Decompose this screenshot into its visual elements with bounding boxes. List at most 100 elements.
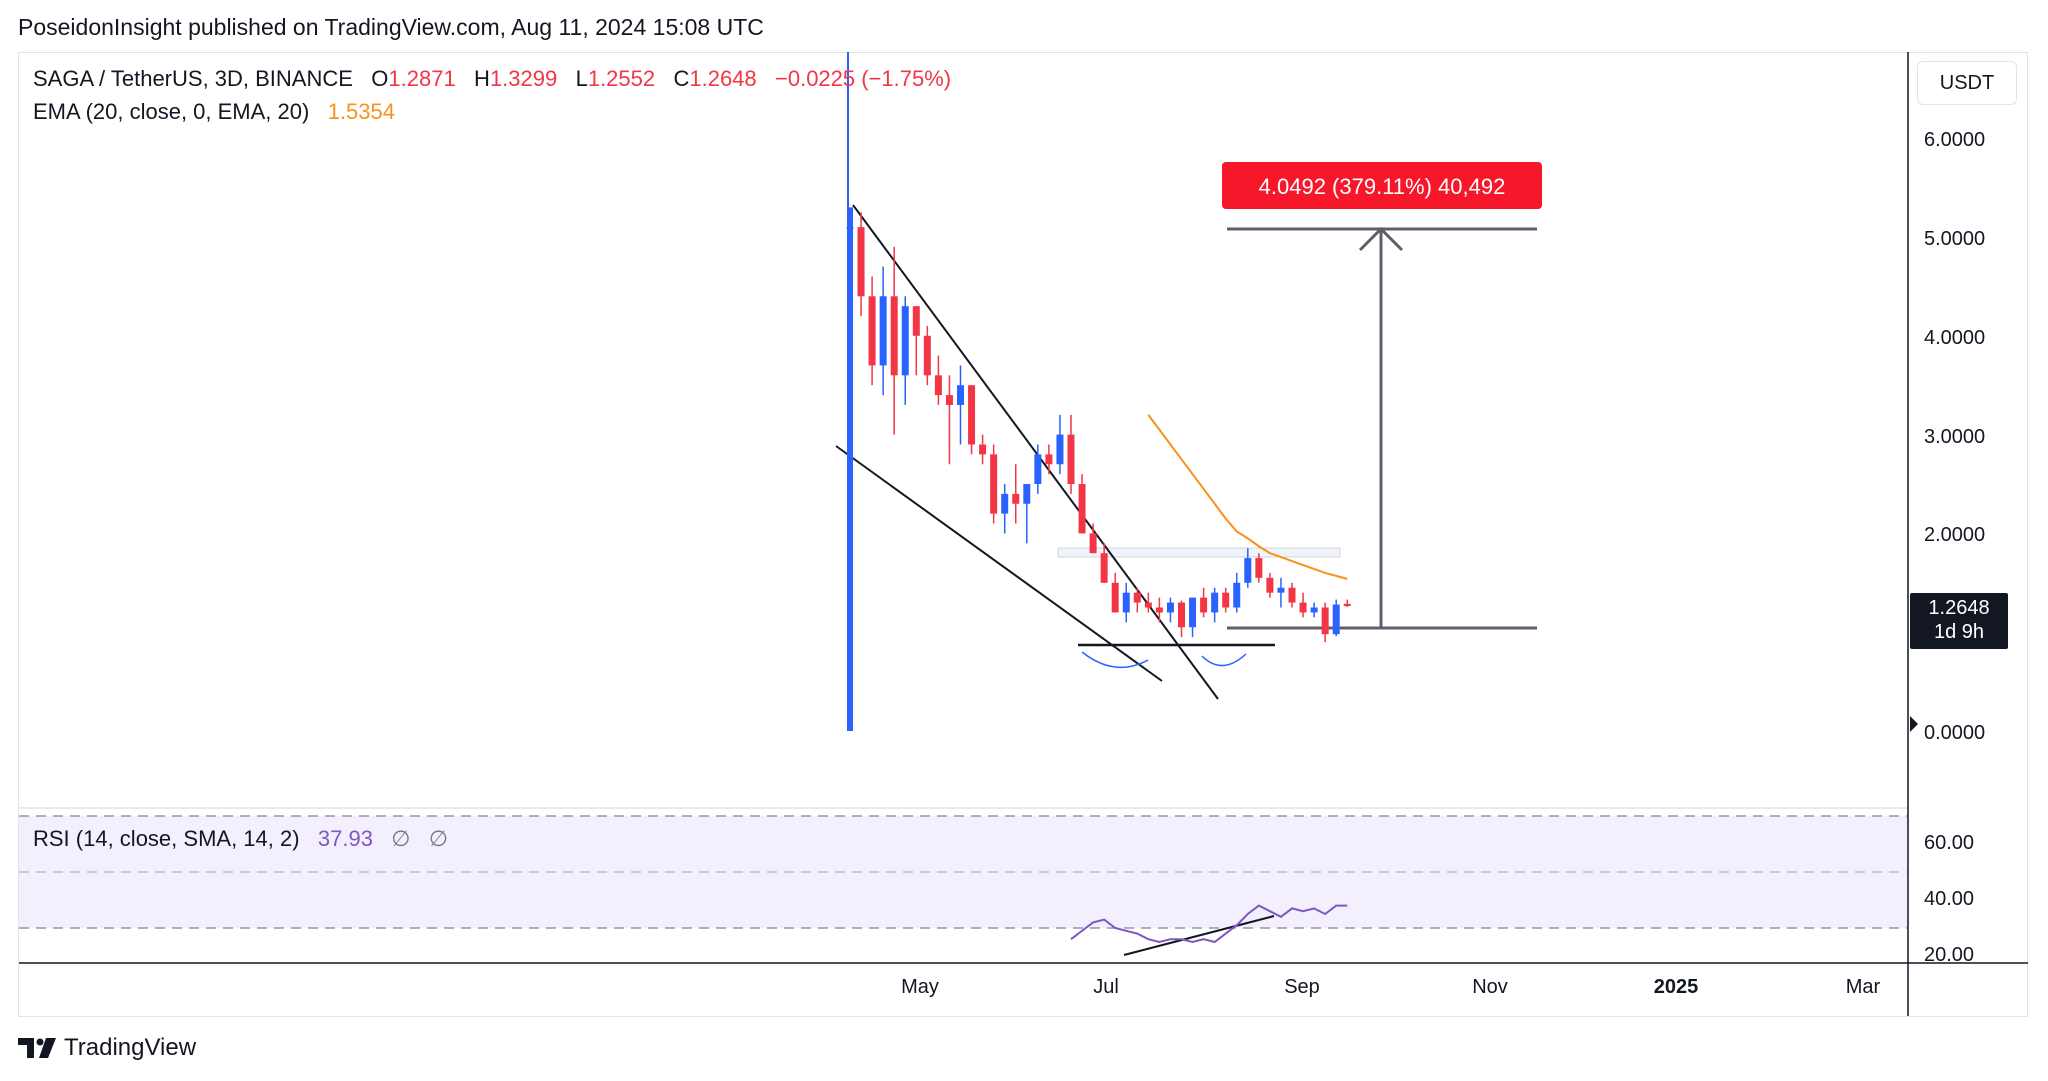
candle-body [1178, 602, 1185, 628]
legend-close-value: 1.2648 [689, 66, 757, 91]
time-axis-label: 2025 [1653, 976, 1699, 998]
candle-body [1310, 607, 1318, 613]
candle-body [1034, 454, 1042, 484]
candle-body [1166, 602, 1174, 613]
candle-body [1133, 592, 1141, 603]
time-axis-label: Sep [1284, 976, 1320, 998]
rsi-legend: RSI (14, close, SMA, 14, 2) 37.93 ∅ ∅ [33, 826, 448, 852]
time-axis-label: May [901, 976, 939, 998]
candle-body [901, 306, 909, 376]
candle-body [1012, 493, 1020, 504]
candle-body [1111, 582, 1119, 613]
candle-body [1122, 592, 1130, 613]
wedge-lower-line [835, 445, 1163, 682]
target-label-box [1222, 162, 1542, 209]
rsi-line [1070, 904, 1348, 944]
candle-body [846, 227, 854, 229]
ema-group [1147, 414, 1348, 580]
legend-change: −0.0225 (−1.75%) [775, 66, 952, 91]
time-axis-label: Jul [1093, 976, 1119, 998]
price-axis-label: 2.0000 [1924, 524, 1986, 546]
legend-high-value: 1.3299 [489, 66, 558, 91]
ema-legend-value: 1.5354 [327, 99, 395, 124]
publish-header: PoseidonInsight published on TradingView… [18, 14, 764, 40]
legend-open-value: 1.2871 [388, 66, 456, 91]
rsi-divergence-line [1123, 915, 1275, 956]
candle-body [979, 444, 987, 455]
footer-brand-label: TradingView [64, 1034, 197, 1061]
price-axis-label: 6.0000 [1924, 129, 1986, 151]
candle-body [968, 385, 976, 445]
price-axis-label: 4.0000 [1924, 327, 1986, 349]
double-bottom-arc-left [1081, 651, 1149, 669]
rsi-axis-label: 40.00 [1924, 888, 1975, 910]
last-price: 1.2648 [1928, 597, 1990, 619]
candle-body [1222, 592, 1230, 608]
candle-body [1144, 602, 1152, 608]
legend-close-label: C [673, 66, 690, 91]
candle-body [1299, 602, 1307, 613]
candle-body [1244, 558, 1252, 583]
time-axis-label: Mar [1845, 976, 1881, 998]
time-axis-label: Nov [1472, 976, 1508, 998]
target-arrow-head [1358, 226, 1404, 252]
candle-body [1056, 434, 1064, 465]
legend-symbol: SAGA / TetherUS, 3D, BINANCE [33, 66, 353, 91]
rsi-legend-label: RSI (14, close, SMA, 14, 2) [33, 826, 300, 851]
price-axis-label: 5.0000 [1924, 228, 1986, 250]
candle-body [1200, 597, 1208, 613]
currency-button[interactable]: USDT [1917, 61, 2017, 105]
legend-low-label: L [575, 66, 588, 91]
candle-body [868, 296, 876, 366]
candle-body [1255, 558, 1263, 578]
candle-body [1089, 533, 1097, 554]
rsi-legend-extra-2: ∅ [428, 826, 448, 851]
candle-body [912, 306, 920, 336]
candle-body [1155, 607, 1163, 613]
candle-body [1023, 484, 1031, 504]
candle-body [879, 296, 887, 366]
footer-brand[interactable]: TradingView [18, 1034, 196, 1062]
tradingview-logo-icon [18, 1038, 56, 1058]
ema-legend: EMA (20, close, 0, EMA, 20) 1.5354 [33, 99, 395, 125]
rsi-axis-label: 60.00 [1924, 832, 1975, 854]
price-axis-label: 0.0000 [1924, 722, 1986, 744]
candle-body [1045, 454, 1053, 465]
price-axis-label: 3.0000 [1924, 426, 1986, 448]
bar-countdown: 1d 9h [1933, 621, 1985, 643]
candle-body [945, 395, 953, 405]
rsi-axis-label: 20.00 [1924, 944, 1975, 966]
ema-line [1147, 414, 1348, 580]
candle-body [923, 335, 931, 376]
price-legend: SAGA / TetherUS, 3D, BINANCE O1.2871 H1.… [33, 66, 951, 92]
candle-body [1001, 493, 1009, 514]
resistance-zone [1057, 547, 1341, 558]
candle-body [1189, 597, 1197, 628]
candle-body [890, 296, 898, 376]
candle-body [1078, 484, 1086, 534]
candle-body [1332, 604, 1340, 635]
candle-body [1211, 592, 1219, 613]
rsi-legend-value: 37.93 [317, 826, 373, 851]
legend-low-value: 1.2552 [587, 66, 656, 91]
candle-body [1266, 577, 1274, 593]
candle-body [1067, 434, 1075, 484]
candle-body [990, 454, 998, 514]
axis-marker [1910, 716, 1918, 732]
candle-body [934, 375, 942, 396]
candle-body [1288, 587, 1296, 603]
ema-legend-label: EMA (20, close, 0, EMA, 20) [33, 99, 310, 124]
candle-body [1321, 607, 1329, 635]
rsi-legend-extra-1: ∅ [391, 826, 411, 851]
target-label: 4.0492 (379.11%) 40,492 [1259, 174, 1506, 199]
candle-body [857, 227, 865, 297]
legend-open-label: O [371, 66, 389, 91]
rsi-group [1070, 904, 1348, 944]
candle-body [1277, 587, 1285, 593]
candle-body [1100, 553, 1108, 583]
chart-frame [18, 52, 2028, 1017]
wedge-upper-line [852, 204, 1219, 700]
legend-high-label: H [474, 66, 490, 91]
candle-body [1233, 582, 1241, 608]
